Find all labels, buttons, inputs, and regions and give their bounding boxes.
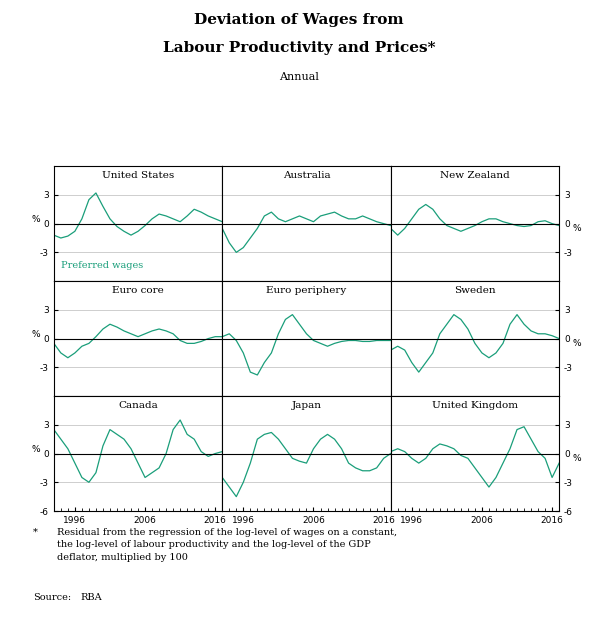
Text: Residual from the regression of the log-level of wages on a constant,
the log-le: Residual from the regression of the log-… — [57, 528, 397, 562]
Text: Australia: Australia — [283, 171, 330, 180]
Y-axis label: %: % — [32, 330, 40, 339]
Text: Euro periphery: Euro periphery — [266, 286, 347, 295]
Y-axis label: %: % — [573, 453, 581, 463]
Text: Sweden: Sweden — [454, 286, 496, 295]
Text: *: * — [33, 528, 38, 537]
Y-axis label: %: % — [32, 445, 40, 453]
Text: Labour Productivity and Prices*: Labour Productivity and Prices* — [163, 41, 435, 55]
Text: New Zealand: New Zealand — [440, 171, 509, 180]
Text: United States: United States — [102, 171, 174, 180]
Text: United Kingdom: United Kingdom — [432, 401, 518, 409]
Text: Deviation of Wages from: Deviation of Wages from — [194, 13, 404, 26]
Y-axis label: %: % — [573, 224, 581, 233]
Text: Euro core: Euro core — [112, 286, 164, 295]
Text: Annual: Annual — [279, 72, 319, 82]
Y-axis label: %: % — [32, 214, 40, 224]
Text: Canada: Canada — [118, 401, 158, 409]
Text: RBA: RBA — [81, 593, 102, 601]
Text: Preferred wages: Preferred wages — [60, 261, 143, 270]
Text: Source:: Source: — [33, 593, 71, 601]
Text: Japan: Japan — [291, 401, 322, 409]
Y-axis label: %: % — [573, 339, 581, 347]
